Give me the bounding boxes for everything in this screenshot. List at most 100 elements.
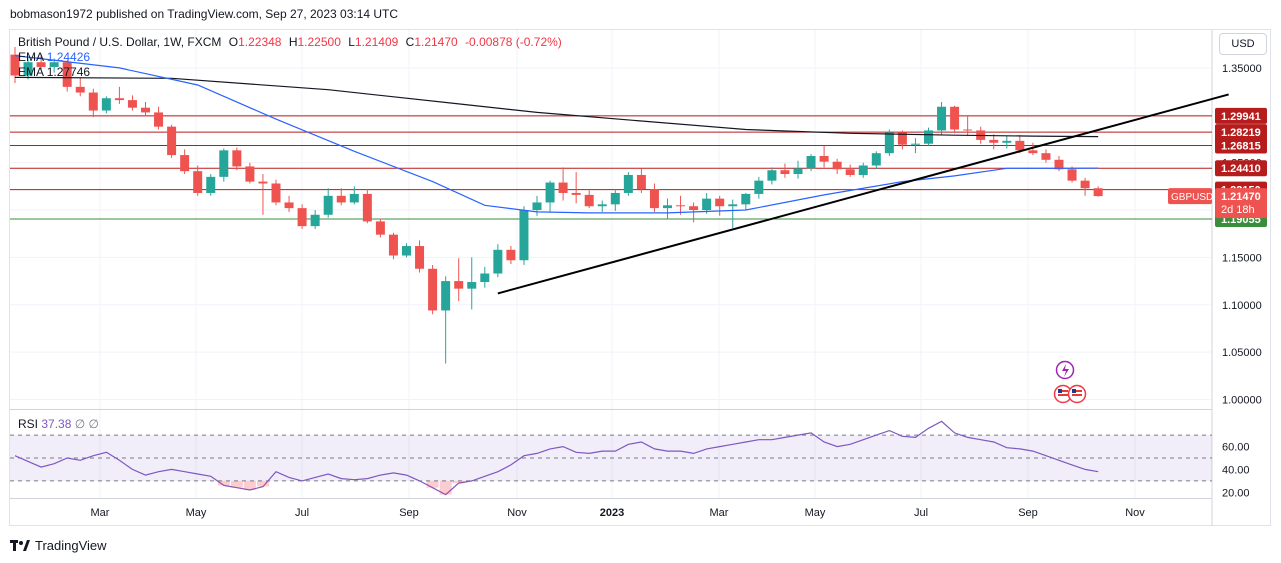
level-label-bg (1215, 107, 1267, 124)
candle-body (1054, 159, 1064, 170)
level-label: 1.24410 (1221, 163, 1261, 175)
candle-body (388, 234, 398, 256)
candle-body (284, 202, 294, 209)
candle-body (610, 192, 620, 205)
candle-body (715, 198, 725, 207)
candle-body (1093, 188, 1103, 197)
candle-body (127, 100, 137, 108)
change-value: -0.00878 (-0.72%) (465, 35, 562, 49)
candle-body (884, 132, 894, 154)
candle-body (1041, 153, 1051, 160)
candle-body (167, 126, 177, 156)
candle-body (193, 171, 203, 193)
price-tick-label: 1.15000 (1222, 252, 1262, 264)
candle-body (1028, 150, 1038, 154)
time-tick-label: Nov (507, 507, 527, 519)
ema-fast-line (14, 55, 1099, 214)
candle-body (584, 194, 594, 207)
low-value: 1.21409 (354, 35, 399, 49)
candle-body (23, 62, 33, 76)
candle-body (924, 130, 933, 144)
flag-canton (1058, 389, 1062, 393)
ema-fast-label: EMA (18, 50, 44, 64)
candle-body (545, 182, 555, 203)
candle-body (806, 156, 816, 169)
price-tick-label: 1.00000 (1222, 395, 1262, 407)
time-tick-label: Mar (91, 507, 110, 519)
price-tick-label: 1.35000 (1222, 63, 1262, 75)
trendline (497, 93, 1229, 295)
candle-body (480, 273, 490, 283)
candle-body (571, 192, 581, 195)
rsi-tick-label: 60.00 (1222, 442, 1250, 454)
level-label: 1.26815 (1221, 140, 1261, 152)
candle-body (323, 195, 333, 215)
price-tick-label: 1.05000 (1222, 347, 1262, 359)
candle-body (402, 246, 411, 256)
candle-body (336, 195, 346, 203)
countdown-label: 2d 18h (1221, 204, 1255, 216)
rsi-tick-label: 40.00 (1222, 464, 1250, 476)
publisher-caption: bobmason1972 published on TradingView.co… (10, 7, 399, 21)
candle-body (362, 193, 372, 222)
candle-body (897, 132, 907, 145)
candle-body (623, 174, 633, 193)
open-value: 1.22348 (238, 35, 282, 49)
flag-stripe (1058, 390, 1068, 392)
candle-body (1002, 140, 1012, 143)
candle-body (428, 268, 438, 311)
candle-body (676, 205, 686, 207)
time-tick-label: Jul (295, 507, 309, 519)
close-label: C (405, 35, 415, 49)
candle-body (88, 92, 98, 111)
time-tick-label: Jul (914, 507, 928, 519)
low-label: L (348, 35, 355, 49)
candle-body (845, 169, 855, 175)
candle-body (10, 54, 20, 76)
level-label: 1.29941 (1221, 111, 1261, 123)
time-tick-label: Nov (1125, 507, 1145, 519)
last-price-tag-bg (1215, 188, 1267, 219)
candle-body (310, 214, 320, 227)
level-label-bg (1215, 124, 1267, 141)
level-label: 1.28219 (1221, 127, 1261, 139)
time-tick-label: Sep (1018, 507, 1038, 519)
high-value: 1.22500 (297, 35, 341, 49)
candle-body (506, 249, 516, 261)
time-tick-label: Mar (710, 507, 729, 519)
candle-body (297, 208, 307, 227)
candle-body (793, 168, 803, 175)
candle-body (989, 139, 999, 143)
flag-stripe (1072, 394, 1082, 396)
candle-body (950, 106, 960, 130)
currency-button[interactable]: USD (1219, 33, 1267, 55)
candle-body (858, 165, 868, 175)
candle-body (36, 62, 46, 67)
price-tick-label: 1.10000 (1222, 300, 1262, 312)
rsi-extra-2: ∅ (88, 417, 99, 431)
rsi-legend: RSI 37.38 ∅ ∅ (18, 417, 99, 431)
candle-body (767, 170, 777, 181)
candle-body (375, 221, 385, 235)
ema-slow-label: EMA (18, 65, 44, 79)
rsi-value: 37.38 (41, 417, 72, 431)
candle-body (1080, 180, 1090, 189)
candle-body (689, 206, 699, 211)
candle-body (636, 174, 646, 190)
time-tick-label: May (186, 507, 207, 519)
candle-body (741, 193, 751, 205)
open-label: O (228, 35, 239, 49)
candle-body (937, 106, 947, 131)
candle-body (663, 205, 672, 209)
candle-body (910, 143, 920, 145)
candle-body (649, 189, 659, 209)
candle-body (101, 98, 111, 111)
candle-body (1015, 140, 1025, 151)
candle-body (206, 176, 216, 193)
candle-body (493, 249, 503, 274)
candle-body (454, 281, 464, 289)
footer-brand[interactable]: TradingView (10, 538, 107, 553)
candle-body (597, 204, 607, 207)
symbol-tag-bg (1168, 188, 1212, 205)
